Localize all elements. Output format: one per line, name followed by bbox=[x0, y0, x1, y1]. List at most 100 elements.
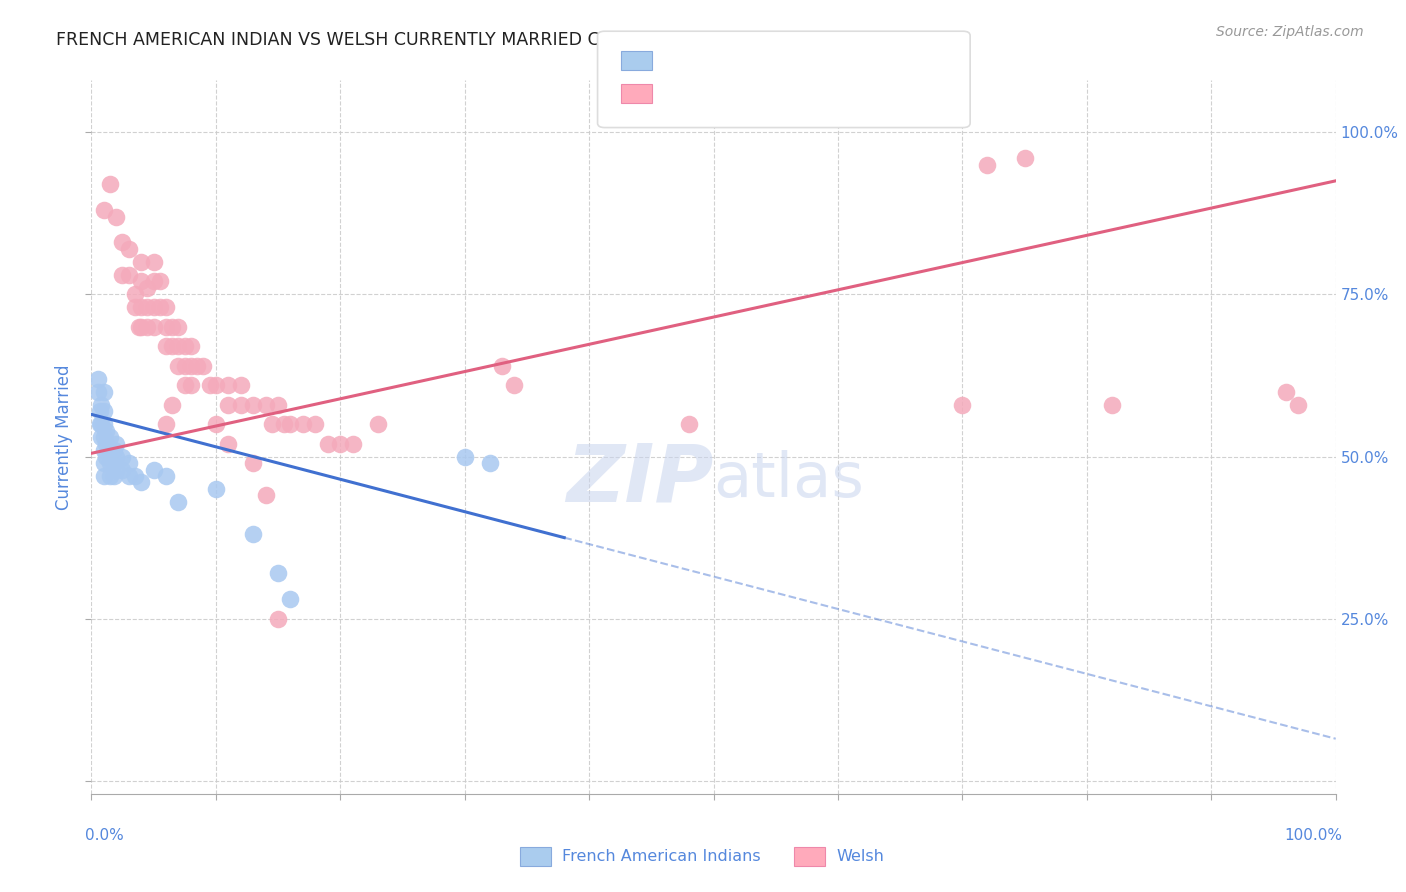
Point bbox=[167, 495, 190, 509]
Point bbox=[1275, 384, 1298, 399]
Point bbox=[93, 456, 115, 470]
Point bbox=[1286, 398, 1309, 412]
Point bbox=[129, 274, 152, 288]
Point bbox=[280, 592, 302, 607]
Point bbox=[93, 202, 115, 217]
Point bbox=[367, 417, 389, 431]
Text: 100.0%: 100.0% bbox=[1284, 829, 1341, 843]
Point bbox=[118, 268, 141, 282]
Point bbox=[229, 378, 252, 392]
Point bbox=[90, 430, 112, 444]
Text: Source: ZipAtlas.com: Source: ZipAtlas.com bbox=[1216, 25, 1364, 39]
Point bbox=[155, 319, 177, 334]
Point bbox=[478, 456, 501, 470]
Point bbox=[162, 319, 184, 334]
Point bbox=[267, 566, 290, 581]
Point bbox=[267, 398, 290, 412]
Point bbox=[155, 417, 177, 431]
Point bbox=[491, 359, 513, 373]
Point bbox=[90, 398, 112, 412]
Text: N =: N = bbox=[786, 85, 838, 103]
Point bbox=[105, 450, 128, 464]
Text: 80: 80 bbox=[835, 85, 860, 103]
Text: French American Indians: French American Indians bbox=[562, 849, 761, 863]
Point bbox=[93, 417, 115, 431]
Point bbox=[98, 177, 121, 191]
Point bbox=[342, 436, 364, 450]
Point bbox=[280, 417, 302, 431]
Point bbox=[205, 417, 228, 431]
Text: FRENCH AMERICAN INDIAN VS WELSH CURRENTLY MARRIED CORRELATION CHART: FRENCH AMERICAN INDIAN VS WELSH CURRENTL… bbox=[56, 31, 776, 49]
Point bbox=[254, 398, 277, 412]
Point bbox=[93, 443, 115, 458]
Point bbox=[124, 469, 146, 483]
Point bbox=[142, 255, 165, 269]
Point bbox=[98, 430, 121, 444]
Point bbox=[129, 255, 152, 269]
Point bbox=[180, 339, 202, 353]
Point bbox=[93, 469, 115, 483]
Text: ZIP: ZIP bbox=[567, 441, 713, 519]
Point bbox=[260, 417, 283, 431]
Point bbox=[304, 417, 326, 431]
Point bbox=[291, 417, 314, 431]
Y-axis label: Currently Married: Currently Married bbox=[55, 364, 73, 510]
Point bbox=[111, 235, 134, 250]
Point bbox=[129, 319, 152, 334]
Text: R =: R = bbox=[666, 52, 706, 70]
Point bbox=[173, 378, 195, 392]
Point bbox=[242, 527, 264, 541]
Text: atlas: atlas bbox=[713, 450, 865, 510]
Point bbox=[155, 469, 177, 483]
Point bbox=[453, 450, 475, 464]
Point bbox=[98, 443, 121, 458]
Point bbox=[93, 384, 115, 399]
Point bbox=[180, 359, 202, 373]
Point bbox=[217, 378, 239, 392]
Text: 0.0%: 0.0% bbox=[86, 829, 124, 843]
Point bbox=[105, 436, 128, 450]
Point bbox=[96, 450, 118, 464]
Point bbox=[205, 378, 228, 392]
Point bbox=[98, 456, 121, 470]
Point bbox=[205, 482, 228, 496]
Point bbox=[142, 274, 165, 288]
Text: 0.459: 0.459 bbox=[709, 85, 772, 103]
Point bbox=[142, 462, 165, 476]
Point bbox=[162, 398, 184, 412]
Text: N =: N = bbox=[786, 52, 838, 70]
Point bbox=[93, 404, 115, 418]
Point bbox=[129, 475, 152, 490]
Point bbox=[103, 443, 125, 458]
Point bbox=[124, 287, 146, 301]
Point bbox=[111, 450, 134, 464]
Point bbox=[98, 469, 121, 483]
Point bbox=[193, 359, 215, 373]
Point bbox=[217, 398, 239, 412]
Point bbox=[678, 417, 700, 431]
Point bbox=[93, 430, 115, 444]
Point bbox=[111, 268, 134, 282]
Point bbox=[149, 301, 172, 315]
Point bbox=[229, 398, 252, 412]
Point bbox=[167, 339, 190, 353]
Point bbox=[976, 158, 998, 172]
Point bbox=[267, 612, 290, 626]
Point bbox=[155, 301, 177, 315]
Point bbox=[167, 319, 190, 334]
Point bbox=[96, 436, 118, 450]
Point bbox=[142, 319, 165, 334]
Point bbox=[136, 319, 159, 334]
Point bbox=[173, 359, 195, 373]
Point bbox=[103, 469, 125, 483]
Point bbox=[155, 339, 177, 353]
Point bbox=[136, 301, 159, 315]
Point bbox=[118, 469, 141, 483]
Point bbox=[1014, 151, 1036, 165]
Point bbox=[89, 417, 111, 431]
Point bbox=[142, 301, 165, 315]
Point bbox=[89, 404, 111, 418]
Point bbox=[128, 319, 150, 334]
Point bbox=[129, 301, 152, 315]
Point bbox=[111, 462, 134, 476]
